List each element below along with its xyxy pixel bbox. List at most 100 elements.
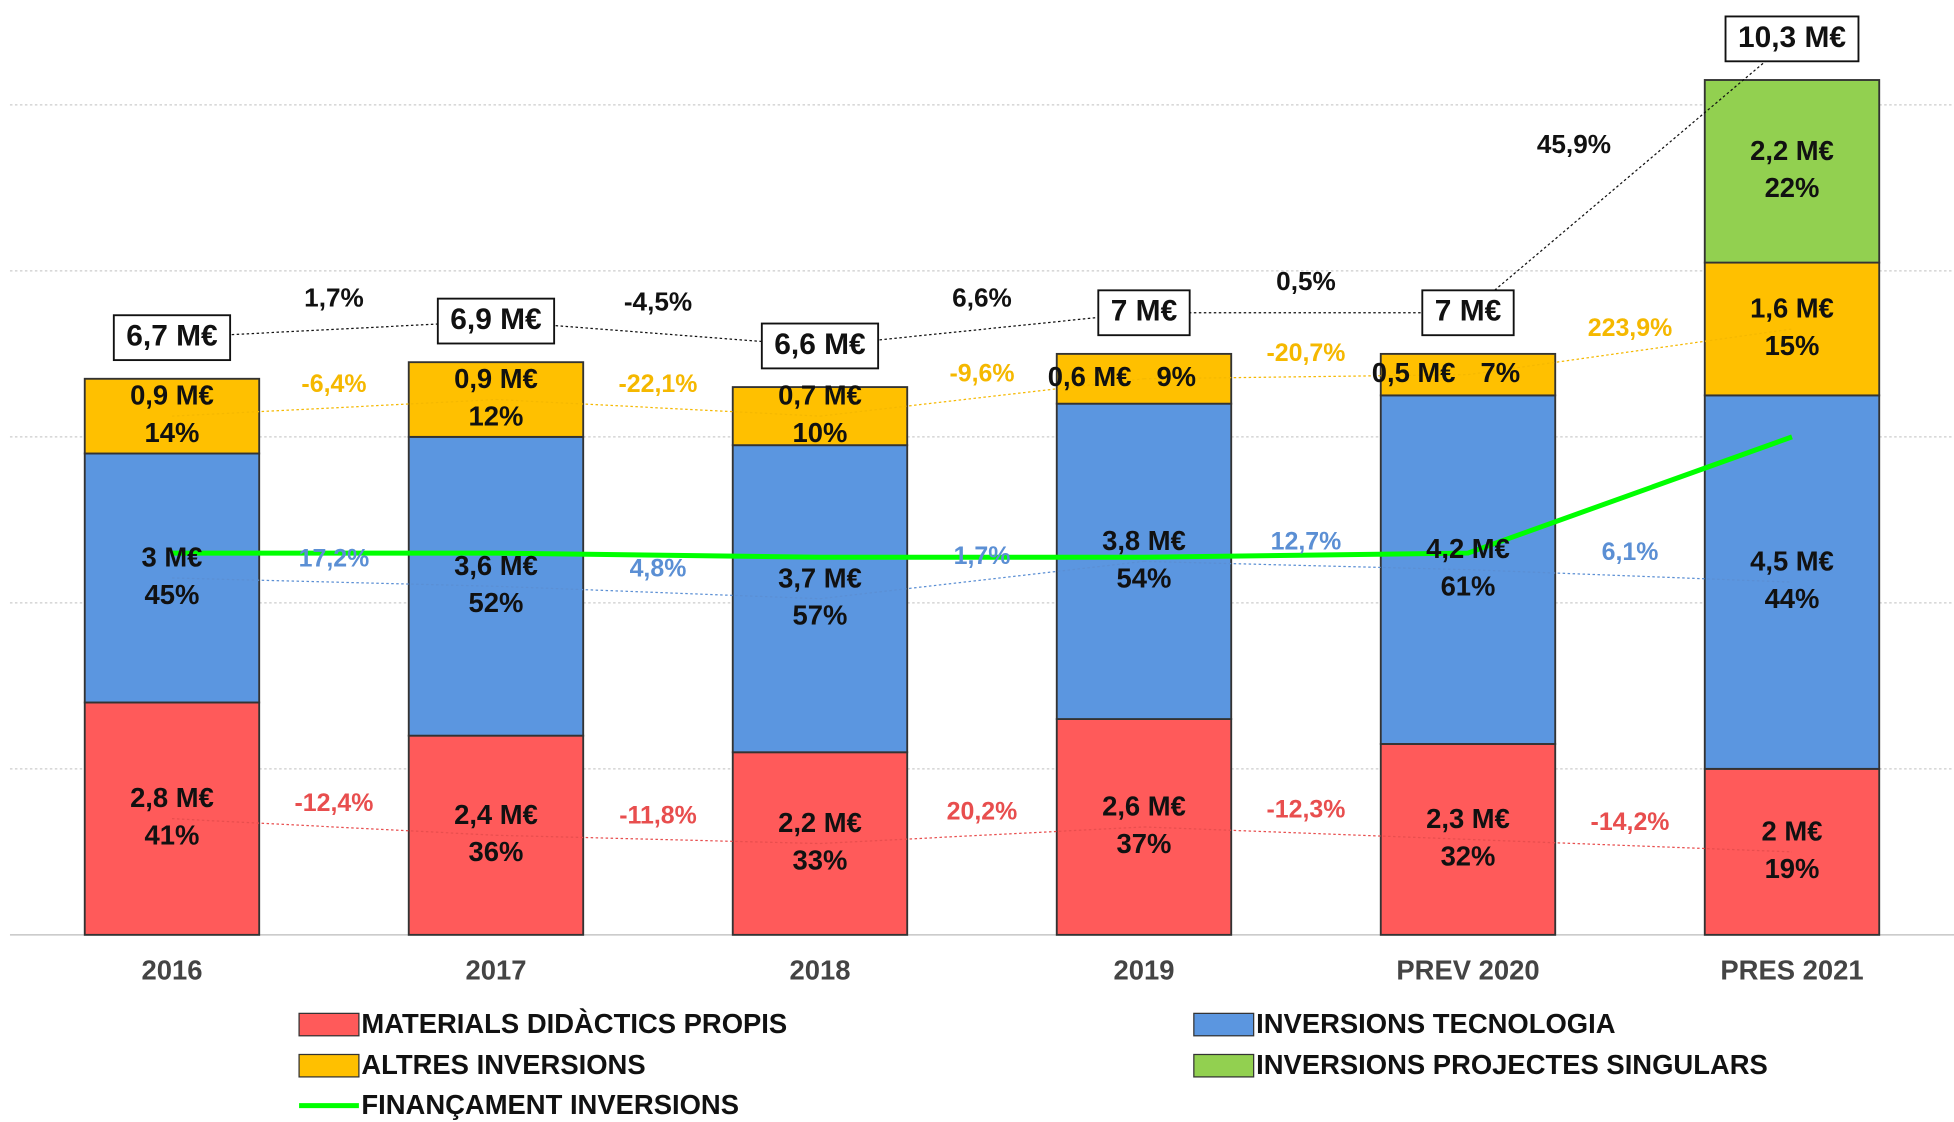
legend-label: ALTRES INVERSIONS bbox=[361, 1049, 645, 1080]
total-label: 7 M€ bbox=[1111, 295, 1178, 328]
share-label: 22% bbox=[1765, 172, 1820, 203]
share-label: 10% bbox=[793, 417, 848, 448]
value-label: 2,8 M€ bbox=[130, 782, 214, 813]
growth-connector bbox=[495, 585, 821, 600]
total-growth-label: 45,9% bbox=[1537, 129, 1611, 159]
total-box bbox=[1421, 289, 1515, 337]
lines bbox=[171, 434, 1793, 560]
share-label: 33% bbox=[793, 844, 848, 875]
share-label: 7% bbox=[1480, 357, 1520, 388]
value-label: 3,6 M€ bbox=[454, 550, 538, 581]
growth-label: 4,8% bbox=[630, 555, 687, 583]
growth-label: 20,2% bbox=[947, 797, 1018, 825]
total-label: 10,3 M€ bbox=[1738, 21, 1846, 54]
growth-label: -22,1% bbox=[619, 370, 698, 398]
value-label: 3 M€ bbox=[142, 542, 203, 573]
growth-connector bbox=[1143, 826, 1469, 841]
growth-label: -20,7% bbox=[1267, 339, 1346, 367]
x-tick-label: 2017 bbox=[465, 954, 526, 985]
legend-swatch bbox=[1193, 1012, 1255, 1037]
line-series bbox=[171, 434, 1793, 560]
share-label: 41% bbox=[145, 820, 200, 851]
growth-connector bbox=[1467, 569, 1793, 583]
share-label: 61% bbox=[1441, 571, 1496, 602]
bar-segment bbox=[731, 444, 909, 754]
value-label: 0,6 M€ bbox=[1048, 361, 1132, 392]
x-tick-label: 2016 bbox=[141, 954, 202, 985]
share-label: 44% bbox=[1765, 583, 1820, 614]
share-label: 15% bbox=[1765, 330, 1820, 361]
growth-connector bbox=[819, 826, 1145, 845]
labels: 2016 2017 2018 2019 PREV 2020 PRES 2021 2,8 M€… bbox=[126, 21, 1863, 1120]
value-label: 2,2 M€ bbox=[1750, 135, 1834, 166]
total-label: 7 M€ bbox=[1435, 295, 1502, 328]
legend-swatch bbox=[1193, 1053, 1255, 1078]
value-label: 4,2 M€ bbox=[1426, 533, 1510, 564]
total-connector bbox=[1467, 38, 1793, 314]
share-label: 54% bbox=[1117, 562, 1172, 593]
legend-label: INVERSIONS TECNOLOGIA bbox=[1256, 1008, 1616, 1039]
growth-label: 17,2% bbox=[299, 544, 370, 572]
value-label: 1,6 M€ bbox=[1750, 293, 1834, 324]
legend-swatch bbox=[298, 1053, 360, 1078]
total-box bbox=[436, 297, 556, 345]
value-label: 2 M€ bbox=[1762, 815, 1823, 846]
total-label: 6,7 M€ bbox=[126, 320, 218, 353]
growth-label: 6,1% bbox=[1602, 538, 1659, 566]
value-label: 3,7 M€ bbox=[778, 562, 862, 593]
growth-label: -14,2% bbox=[1591, 808, 1670, 836]
x-tick-label: PREV 2020 bbox=[1396, 954, 1539, 985]
share-label: 45% bbox=[145, 579, 200, 610]
legend-label: FINANÇAMENT INVERSIONS bbox=[361, 1089, 739, 1120]
bar-segment bbox=[1703, 79, 1881, 264]
growth-connector bbox=[495, 834, 820, 845]
legend-swatch bbox=[298, 1012, 360, 1037]
bar-segment bbox=[83, 701, 261, 936]
total-box bbox=[1097, 289, 1191, 337]
share-label: 37% bbox=[1117, 828, 1172, 859]
share-label: 32% bbox=[1441, 840, 1496, 871]
share-label: 12% bbox=[469, 400, 524, 431]
connectors bbox=[112, 15, 1860, 853]
total-box bbox=[1724, 15, 1860, 63]
share-label: 36% bbox=[469, 836, 524, 867]
share-label: 57% bbox=[793, 600, 848, 631]
x-tick-label: 2019 bbox=[1114, 954, 1175, 985]
value-label: 0,5 M€ bbox=[1372, 357, 1456, 388]
growth-label: -12,3% bbox=[1267, 795, 1346, 823]
value-label: 2,2 M€ bbox=[778, 807, 862, 838]
growth-connector bbox=[1143, 560, 1469, 571]
growth-connector bbox=[495, 398, 821, 417]
growth-label: -6,4% bbox=[301, 370, 366, 398]
legend-label: INVERSIONS PROJECTES SINGULARS bbox=[1256, 1049, 1768, 1080]
growth-connector bbox=[171, 818, 497, 836]
growth-label: -12,4% bbox=[295, 789, 374, 817]
value-label: 3,8 M€ bbox=[1102, 525, 1186, 556]
total-growth-label: -4,5% bbox=[624, 287, 692, 317]
total-label: 6,9 M€ bbox=[450, 303, 542, 336]
share-label: 14% bbox=[145, 417, 200, 448]
growth-label: 12,7% bbox=[1271, 528, 1342, 556]
total-box bbox=[112, 314, 232, 362]
growth-label: -11,8% bbox=[619, 802, 697, 830]
total-growth-label: 6,6% bbox=[952, 282, 1012, 312]
growth-label: 1,7% bbox=[954, 542, 1011, 570]
x-tick-label: 2018 bbox=[789, 954, 850, 985]
total-growth-label: 1,7% bbox=[304, 282, 364, 312]
legend-label: MATERIALS DIDÀCTICS PROPIS bbox=[361, 1008, 787, 1039]
value-label: 2,6 M€ bbox=[1102, 791, 1186, 822]
total-connector bbox=[819, 312, 1145, 347]
grid bbox=[9, 104, 1954, 936]
share-label: 52% bbox=[469, 587, 524, 618]
growth-label: 223,9% bbox=[1588, 314, 1672, 342]
value-label: 2,3 M€ bbox=[1426, 803, 1510, 834]
growth-connector bbox=[1467, 838, 1793, 853]
total-growth-label: 0,5% bbox=[1276, 266, 1336, 296]
x-tick-label: PRES 2021 bbox=[1720, 954, 1863, 985]
value-label: 0,9 M€ bbox=[454, 363, 538, 394]
share-label: 19% bbox=[1765, 853, 1820, 884]
share-label: 9% bbox=[1156, 361, 1196, 392]
growth-connector bbox=[171, 577, 496, 587]
total-label: 6,6 M€ bbox=[774, 328, 866, 361]
value-label: 0,9 M€ bbox=[130, 380, 214, 411]
